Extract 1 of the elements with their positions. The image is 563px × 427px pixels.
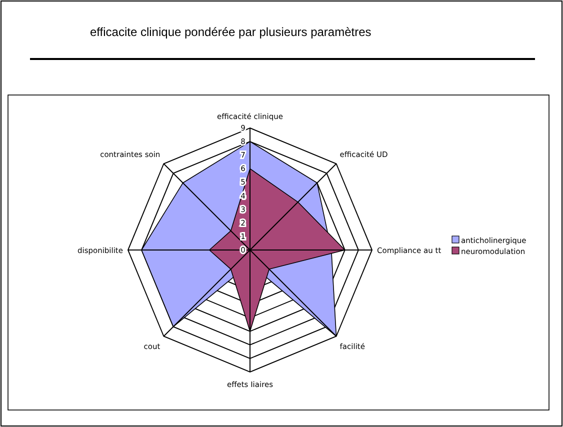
- chart-title: efficacite clinique pondérée par plusieurs paramètres: [90, 25, 372, 39]
